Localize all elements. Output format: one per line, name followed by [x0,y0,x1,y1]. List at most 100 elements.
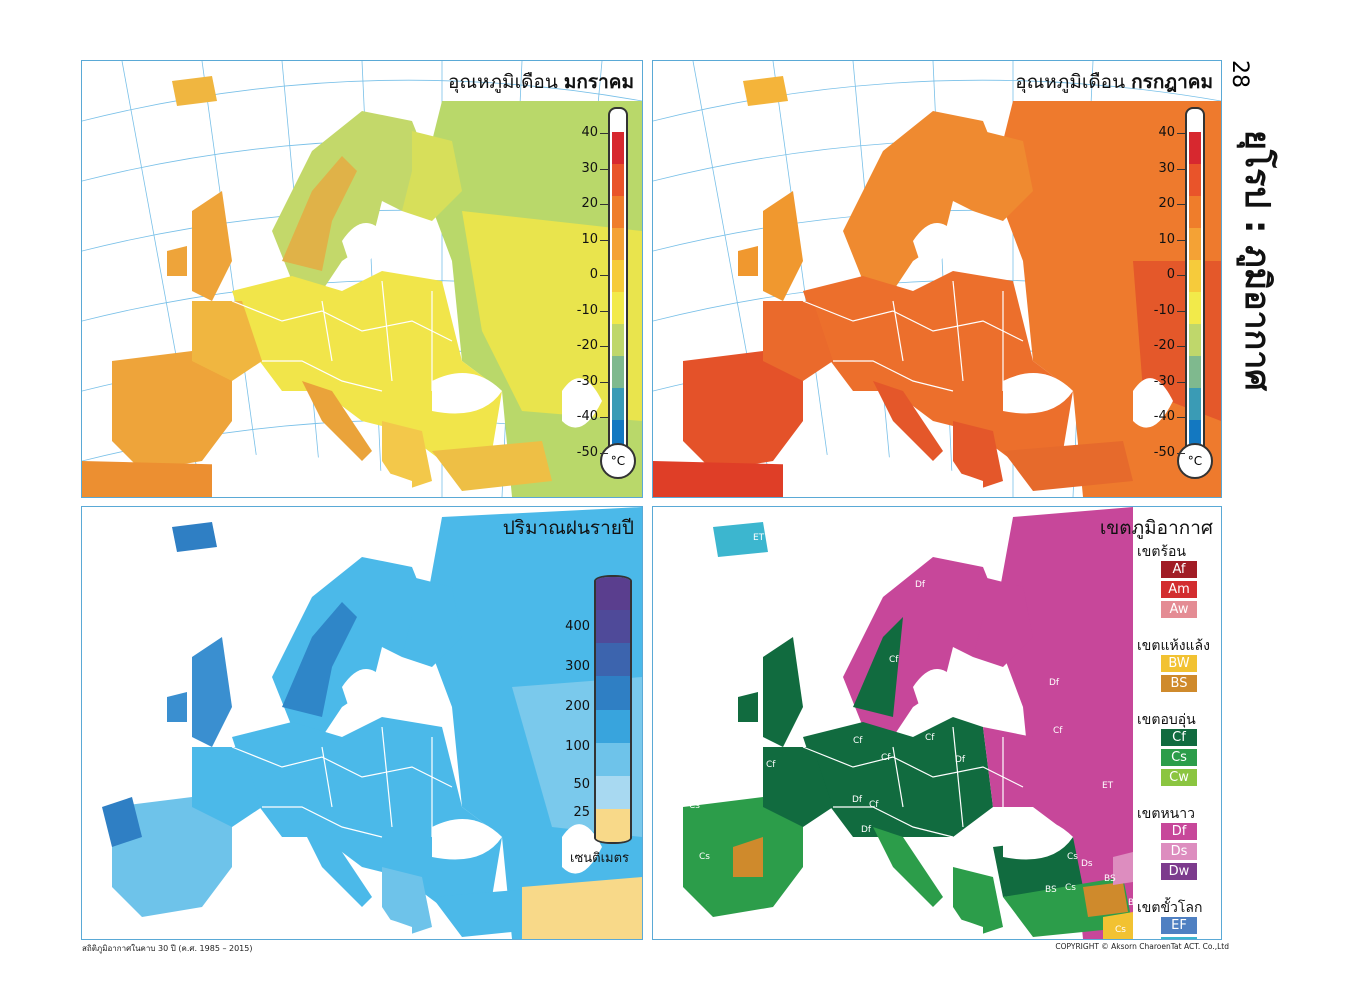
thermometer-color-bar [1189,132,1201,452]
climate-legend-swatch: BW [1161,655,1197,672]
january-title-month: มกราคม [563,71,634,93]
rain-tick-label: 25 [573,805,590,820]
temperature-tick-mark [1177,346,1185,348]
temperature-tick-label: -20 [1153,338,1175,354]
temperature-unit: °C [610,454,626,468]
climate-legend-group-head: เขตขั้วโลก [1137,900,1203,916]
climate-legend-group-head: เขตอบอุ่น [1137,712,1196,728]
climate-zone-label: Cs [1115,925,1126,935]
thermometer-color-segment [612,292,624,324]
climate-zone-label: Cf [748,646,758,656]
temperature-tick-label: -30 [576,373,598,389]
january-panel-title: อุณหภูมิเดือน มกราคม [448,67,634,97]
temperature-tick-mark [1177,204,1185,206]
january-thermometer: °C 40 30 20 10 0 -10 -20 -30 -40 -50 [572,107,642,487]
climate-legend-group-head: เขตแห้งแล้ง [1137,638,1210,654]
july-thermometer: °C 40 30 20 10 0 -10 -20 -30 -40 -50 [1149,107,1219,487]
rain-tick-label: 100 [565,739,590,754]
climate-zone-label: Cs [699,852,710,862]
rain-tick-label: 400 [565,619,590,634]
rain-tick-label: 50 [573,777,590,792]
footer-copyright: COPYRIGHT © Aksorn CharoenTat ACT. Co.,L… [1055,942,1229,951]
temperature-tick-mark [1177,417,1185,419]
annual-rainfall-map [82,507,642,939]
thermometer-color-segment [1189,132,1201,164]
thermometer-color-segment [1189,324,1201,356]
climate-zone-label: Df [955,755,966,765]
footer-source-note: สถิติภูมิอากาศในคาบ 30 ปี (ค.ศ. 1985 – 2… [82,944,253,953]
july-title-month: กรกฎาคม [1131,71,1213,93]
thermometer-color-segment [1189,260,1201,292]
climate-zones-panel: ET Df Cf Cf Cf Cf Df Df Cf Cf Cf ET Df Df Cf Cs Cs Cs Cs Cs… [652,506,1222,940]
climate-zone-label: Df [861,825,872,835]
thermometer-color-segment [1189,292,1201,324]
temperature-tick-label: -10 [1153,302,1175,318]
rain-color-segment [596,676,630,710]
temperature-tick-mark [600,417,608,419]
climate-legend-swatch: BS [1161,675,1197,692]
thermometer-color-segment [1189,388,1201,420]
temperature-tick-mark [1177,239,1185,241]
temperature-tick-label: 40 [1158,125,1175,140]
temperature-tick-mark [1177,275,1185,277]
climate-zone-label: Ds [1081,859,1093,869]
january-title-prefix: อุณหภูมิเดือน [447,71,558,93]
climate-zone-label: Cs [1065,883,1076,893]
thermometer-color-segment [612,260,624,292]
temperature-tick-mark [600,381,608,383]
rain-color-segment [596,709,630,743]
rain-gauge: 400 300 200 100 50 25 เซนติเมตร [552,567,642,927]
thermometer-bulb: °C [600,443,636,479]
rain-color-segment [596,577,630,611]
thermometer-bulb: °C [1177,443,1213,479]
temperature-tick-label: 10 [581,231,598,247]
temperature-tick-mark [600,168,608,170]
climate-zone-label: Df [915,580,926,590]
thermometer-color-segment [612,388,624,420]
temperature-tick-label: -30 [1153,373,1175,389]
rain-tick-label: 300 [565,659,590,674]
rainfall-panel-title: ปริมาณฝนรายปี [503,513,634,543]
rain-color-segment [596,643,630,677]
climate-legend-swatch: Cw [1161,769,1197,786]
temperature-tick-label: -50 [1153,445,1175,460]
climate-zone-label: BS [1104,874,1116,884]
thermometer-color-segment [1189,164,1201,196]
temperature-tick-mark [600,239,608,241]
rain-color-segment [596,610,630,644]
temperature-tick-mark [600,133,608,134]
july-panel-title: อุณหภูมิเดือน กรกฎาคม [1015,67,1213,97]
chapter-title: ยุโรป : ภูมิอากาศ [1237,130,1277,391]
climate-legend-group-head: เขตร้อน [1137,544,1186,560]
climate-legend-swatch: Df [1161,823,1197,840]
temperature-tick-label: -20 [576,338,598,354]
climate-zone-label: BS [1045,885,1057,895]
climate-zone-label: Cs [1017,836,1028,846]
temperature-tick-label: 40 [581,125,598,140]
climate-zone-label: Cf [881,753,891,763]
climate-zone-label: Cf [853,736,863,746]
rain-tick-label: 200 [565,699,590,714]
temperature-tick-label: 20 [581,196,598,212]
thermometer-color-segment [1189,356,1201,388]
thermometer-color-segment [1189,228,1201,260]
temperature-tick-label: -50 [576,445,598,460]
temperature-tick-label: 30 [581,160,598,176]
climate-legend-swatch: Am [1161,581,1197,598]
rain-color-segment [596,742,630,776]
climate-legend: เขตร้อน Af Am Aw เขตแห้งแล้ง BW BS เขตอบอุ่น Cf C… [1133,541,1221,939]
climate-legend-swatch: Cf [1161,729,1197,746]
temperature-tick-label: -40 [576,409,598,425]
temperature-tick-mark [600,204,608,206]
climate-zone-label: Cf [925,733,935,743]
page-number: 28 [1227,60,1252,88]
climate-zone-label: Df [852,795,863,805]
climate-zone-label: Cf [1053,726,1063,736]
thermometer-color-segment [1189,196,1201,228]
temperature-tick-mark [600,275,608,277]
temperature-tick-mark [1177,310,1185,312]
january-temperature-panel: อุณหภูมิเดือน มกราคม °C 40 30 20 10 0 -10 -20 -… [81,60,643,498]
temperature-tick-mark [1177,133,1185,134]
climate-panel-title: เขตภูมิอากาศ [1100,513,1213,543]
thermometer-color-segment [612,132,624,164]
